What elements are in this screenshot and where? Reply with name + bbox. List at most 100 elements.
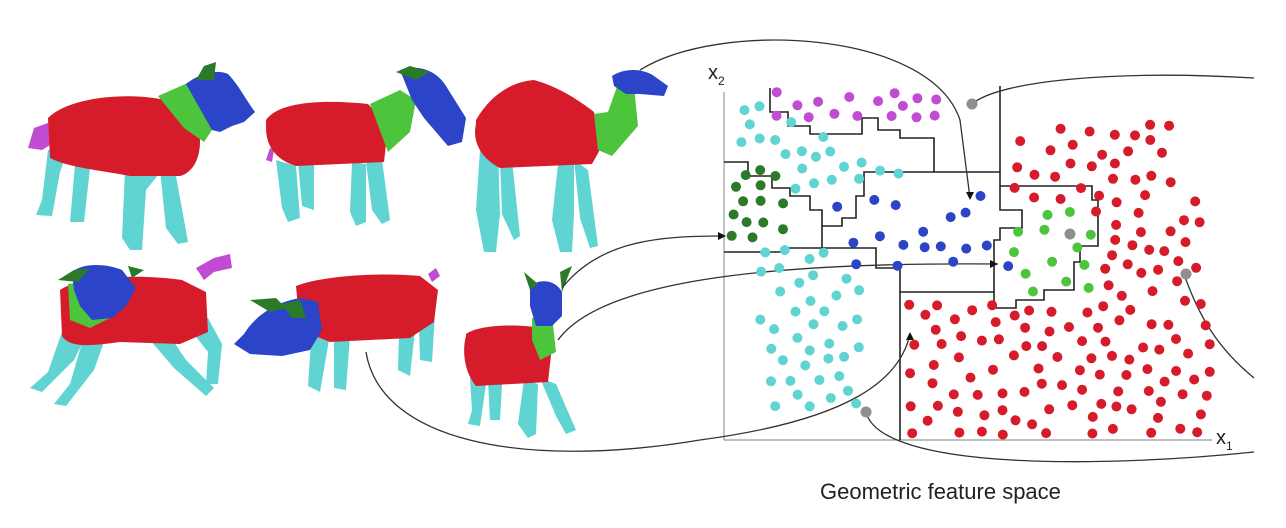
- torso-feature-point: [905, 368, 916, 379]
- leg-feature-point: [754, 101, 765, 112]
- leg-feature-point: [796, 146, 807, 157]
- torso-feature-point: [1189, 374, 1200, 385]
- leg-feature-point: [760, 247, 771, 258]
- pig-ear: [250, 298, 306, 318]
- head-feature-point: [892, 260, 903, 271]
- ear-feature-point: [755, 165, 766, 176]
- deer-torso: [464, 325, 552, 386]
- torso-feature-point: [1194, 217, 1205, 228]
- goat-legs: [30, 318, 222, 406]
- head-feature-point: [981, 240, 992, 251]
- leg-feature-point: [818, 247, 829, 258]
- torso-feature-point: [1074, 365, 1085, 376]
- shape-horse: [266, 66, 466, 226]
- horse-ear: [396, 66, 430, 80]
- deer-neck: [532, 316, 556, 360]
- torso-feature-point: [1100, 336, 1111, 347]
- torso-feature-point: [949, 314, 960, 325]
- tail-feature-point: [852, 111, 863, 121]
- leg-feature-point: [825, 393, 836, 403]
- torso-feature-point: [1165, 226, 1176, 237]
- leg-feature-point: [826, 174, 837, 185]
- neck-feature-point: [1042, 209, 1053, 220]
- leg-feature-point: [790, 306, 801, 317]
- unlabeled-feature-point: [1064, 228, 1076, 240]
- leg-feature-point: [766, 343, 777, 354]
- torso-feature-point: [1094, 190, 1105, 201]
- torso-feature-point: [1114, 315, 1125, 326]
- torso-feature-point: [953, 352, 964, 363]
- torso-feature-point: [1146, 170, 1157, 181]
- leg-feature-point: [856, 157, 867, 168]
- torso-feature-point: [930, 324, 941, 335]
- leg-feature-point: [809, 178, 819, 189]
- torso-feature-point: [1145, 119, 1156, 130]
- leg-feature-point: [854, 285, 865, 296]
- leg-feature-point: [808, 270, 819, 281]
- tail-feature-point: [911, 112, 922, 123]
- head-feature-point: [832, 201, 843, 212]
- torso-feature-point: [1009, 310, 1020, 321]
- boundary-neck-region: [993, 186, 1023, 292]
- torso-feature-point: [1057, 380, 1067, 391]
- curve-unlabeled-right: [1183, 273, 1255, 379]
- torso-feature-point: [1020, 322, 1031, 333]
- ear-feature-point: [778, 224, 788, 235]
- ear-feature-point: [755, 180, 766, 191]
- torso-feature-point: [993, 334, 1004, 345]
- head-feature-point: [935, 241, 946, 252]
- leg-feature-point: [843, 385, 853, 396]
- torso-feature-point: [1163, 319, 1174, 330]
- ear-feature-point: [758, 217, 769, 228]
- tail-feature-point: [931, 94, 942, 105]
- torso-feature-point: [1108, 173, 1118, 184]
- torso-feature-point: [1130, 174, 1141, 185]
- curve-unlabeled-bottom: [865, 411, 1255, 463]
- leg-feature-point: [744, 119, 755, 130]
- torso-feature-point: [1153, 264, 1164, 275]
- torso-feature-point: [1177, 389, 1188, 400]
- torso-feature-point: [965, 372, 976, 383]
- tail-feature-point: [897, 100, 908, 111]
- torso-feature-point: [1050, 171, 1061, 182]
- leg-feature-point: [804, 401, 815, 412]
- torso-feature-point: [1111, 219, 1122, 230]
- torso-feature-point: [1064, 322, 1074, 332]
- leg-feature-point: [875, 165, 886, 176]
- leg-feature-point: [774, 263, 785, 273]
- torso-feature-point: [987, 300, 998, 311]
- torso-feature-point: [1164, 120, 1175, 131]
- torso-feature-point: [997, 429, 1008, 440]
- pig-torso: [296, 274, 438, 342]
- neck-feature-point: [1047, 256, 1058, 267]
- torso-feature-point: [1052, 352, 1063, 362]
- unlabeled-feature-point: [966, 98, 978, 110]
- head-feature-point: [961, 243, 972, 254]
- torso-feature-point: [1097, 149, 1108, 160]
- feature-space-plot: x2 x1: [365, 39, 1255, 463]
- tail-feature-point: [813, 96, 824, 107]
- torso-feature-point: [1012, 162, 1023, 173]
- leg-feature-point: [810, 151, 821, 162]
- neck-feature-point: [1039, 224, 1050, 235]
- torso-feature-point: [1100, 263, 1111, 274]
- head-feature-point: [848, 237, 859, 248]
- torso-feature-point: [1096, 398, 1107, 409]
- torso-feature-point: [1127, 240, 1138, 251]
- torso-feature-point: [1171, 334, 1181, 344]
- leg-feature-point: [779, 245, 790, 255]
- leg-feature-point: [786, 117, 797, 128]
- ear-feature-point: [728, 209, 739, 220]
- wolf-head: [186, 71, 255, 132]
- torso-feature-point: [954, 427, 965, 438]
- torso-feature-point: [1084, 126, 1095, 137]
- tail-feature-point: [771, 87, 782, 98]
- torso-feature-point: [967, 305, 978, 316]
- torso-feature-point: [1145, 135, 1156, 145]
- torso-feature-point: [1067, 139, 1078, 150]
- neck-feature-point: [1009, 247, 1019, 258]
- head-feature-point: [945, 212, 956, 223]
- torso-feature-point: [1147, 286, 1158, 297]
- ear-feature-point: [770, 171, 781, 181]
- y-axis-label: x2: [708, 62, 725, 88]
